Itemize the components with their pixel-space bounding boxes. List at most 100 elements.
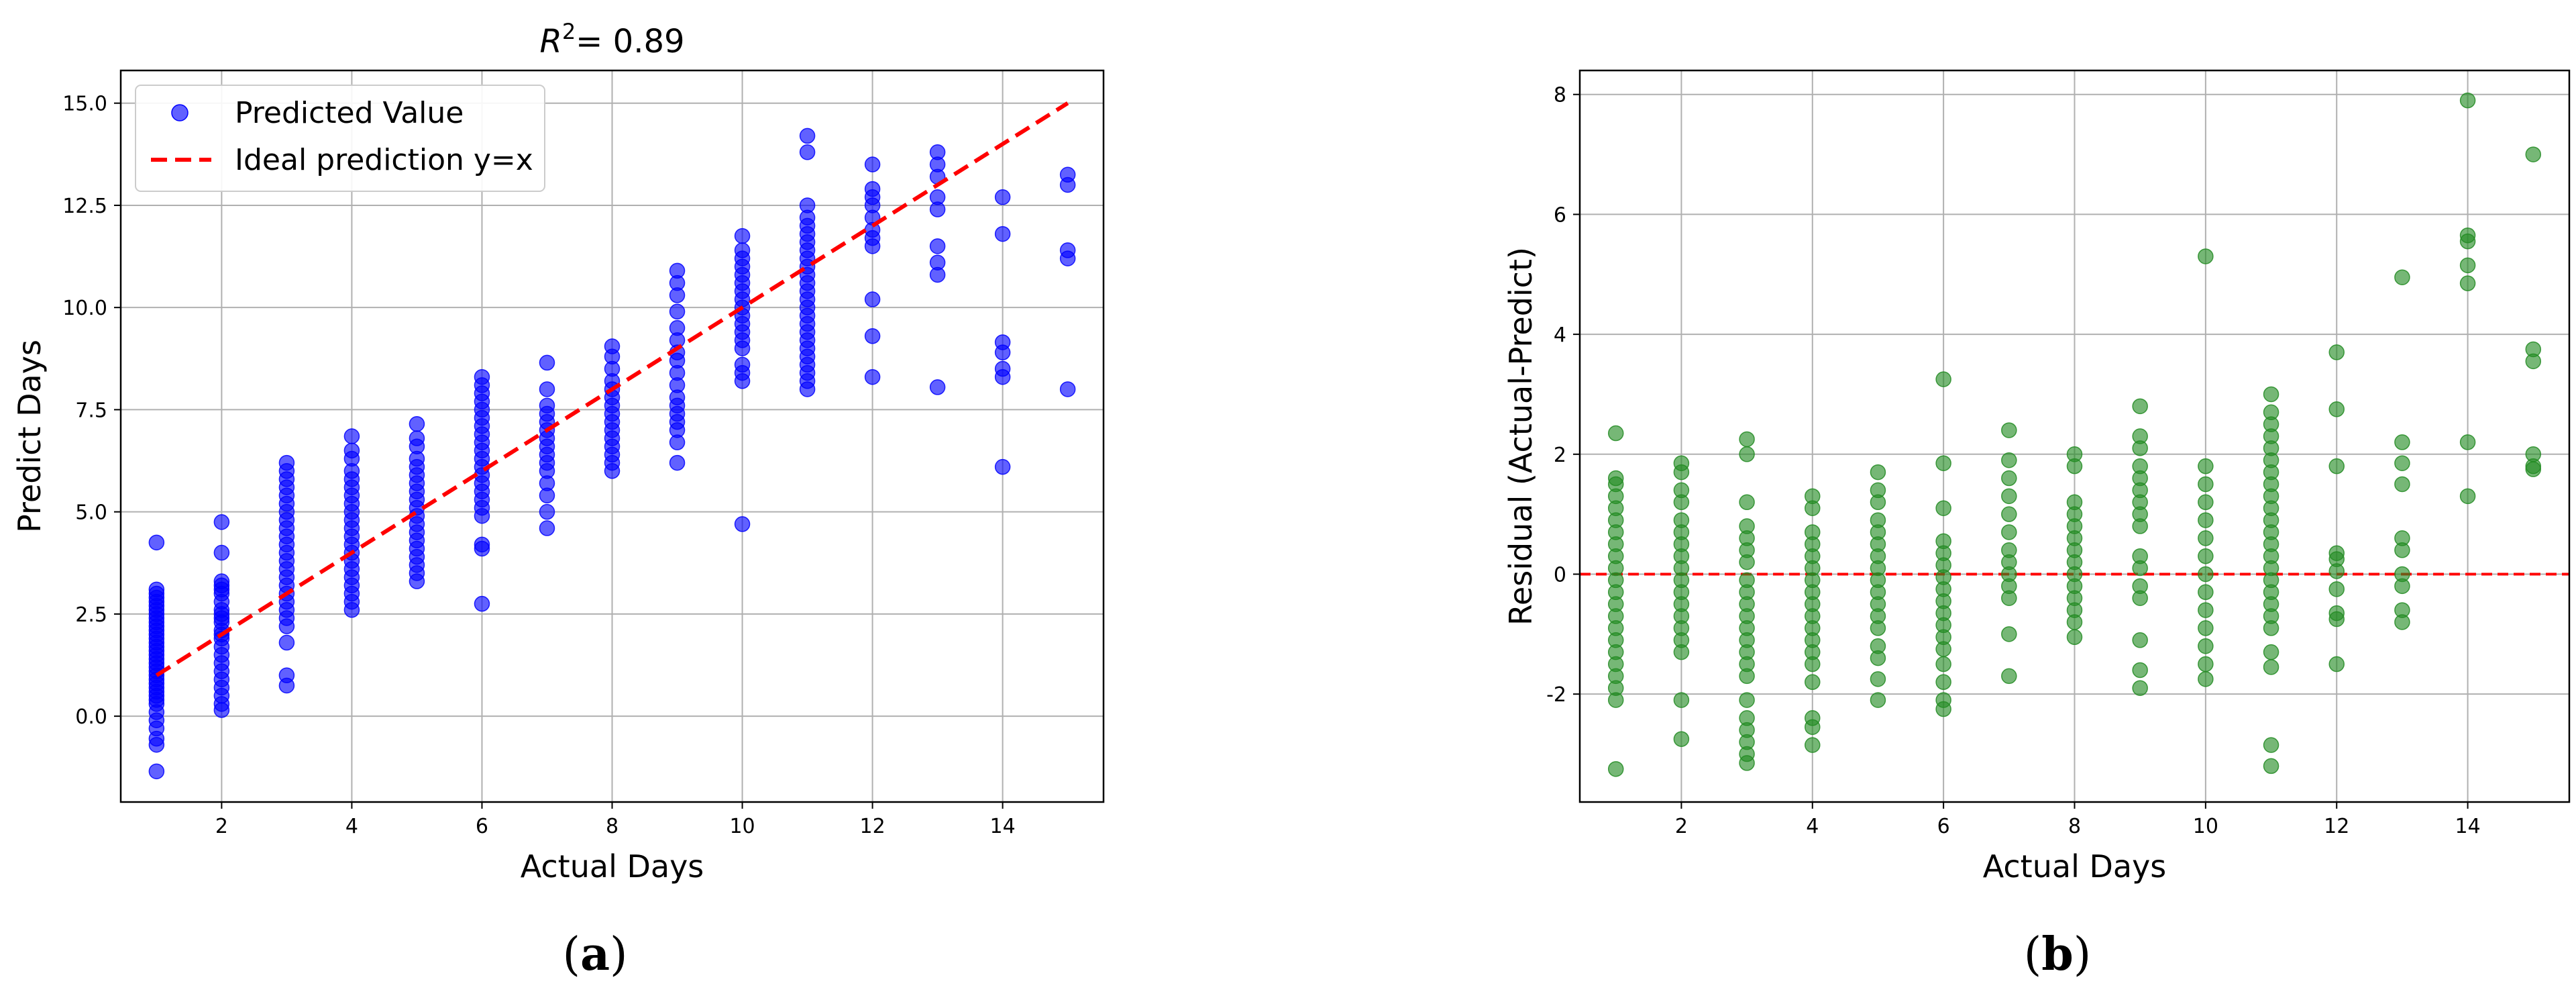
- data-point: [2132, 590, 2148, 606]
- data-point: [2263, 386, 2279, 403]
- x-tick-label: 4: [1806, 815, 1819, 838]
- data-point: [1805, 737, 1821, 753]
- data-point: [1673, 692, 1690, 708]
- data-point: [1673, 464, 1690, 481]
- data-point: [2328, 611, 2345, 628]
- data-point: [539, 487, 555, 504]
- data-point: [2198, 494, 2214, 511]
- data-point: [2198, 602, 2214, 618]
- data-point: [1870, 494, 1886, 511]
- data-point: [799, 381, 816, 397]
- data-point: [2328, 344, 2345, 360]
- data-point: [2198, 620, 2214, 636]
- data-point: [278, 677, 295, 694]
- data-point: [2328, 581, 2345, 597]
- data-point: [409, 573, 425, 589]
- data-point: [1805, 674, 1821, 691]
- data-point: [734, 340, 751, 356]
- y-tick-label: 0.0: [75, 705, 107, 729]
- data-point: [1935, 371, 1951, 387]
- y-axis-label: Predict Days: [11, 340, 48, 533]
- y-tick-label: 0: [1554, 563, 1566, 587]
- data-point: [1935, 641, 1951, 657]
- y-tick-label: 5.0: [75, 501, 107, 525]
- data-point: [278, 634, 295, 651]
- data-point: [799, 144, 816, 160]
- x-tick-label: 12: [859, 815, 885, 838]
- data-point: [2394, 614, 2410, 630]
- data-point: [148, 736, 165, 753]
- data-point: [2459, 488, 2476, 505]
- data-point: [2394, 578, 2410, 595]
- data-point: [213, 544, 230, 561]
- data-point: [1739, 431, 1755, 448]
- data-point: [148, 534, 165, 551]
- data-point: [2198, 512, 2214, 528]
- y-axis-label: Residual (Actual-Predict): [1503, 247, 1539, 626]
- data-point: [1739, 755, 1755, 771]
- y-tick-label: 12.5: [62, 195, 107, 218]
- data-point: [994, 226, 1011, 242]
- data-point: [994, 344, 1011, 360]
- data-point: [2198, 476, 2214, 493]
- data-point: [799, 128, 816, 144]
- data-point: [604, 463, 621, 479]
- data-point: [343, 602, 360, 618]
- data-point: [2001, 488, 2017, 505]
- data-point: [1935, 674, 1951, 691]
- x-tick-label: 14: [2455, 815, 2480, 838]
- data-point: [2001, 452, 2017, 468]
- data-point: [2132, 632, 2148, 648]
- data-point: [1673, 644, 1690, 660]
- data-point: [2328, 401, 2345, 417]
- data-point: [994, 368, 1011, 385]
- data-point: [1059, 250, 1076, 266]
- data-point: [1805, 719, 1821, 736]
- data-point: [2459, 275, 2476, 291]
- x-axis-label: Actual Days: [521, 848, 704, 885]
- x-tick-label: 8: [606, 815, 619, 838]
- data-point: [474, 595, 490, 612]
- data-point: [2263, 620, 2279, 636]
- y-tick-label: 2: [1554, 444, 1566, 467]
- data-point: [669, 287, 686, 303]
- data-point: [2132, 440, 2148, 456]
- data-point: [1870, 671, 1886, 687]
- y-tick-label: 15.0: [62, 93, 107, 116]
- x-tick-label: 10: [2193, 815, 2218, 838]
- data-point: [1739, 446, 1755, 462]
- data-point: [1870, 650, 1886, 666]
- x-tick-label: 6: [1937, 815, 1950, 838]
- data-point: [2066, 458, 2083, 474]
- data-point: [2132, 680, 2148, 696]
- data-point: [2001, 626, 2017, 642]
- x-tick-label: 10: [729, 815, 755, 838]
- data-point: [2328, 458, 2345, 474]
- data-point: [1673, 494, 1690, 511]
- data-point: [2525, 146, 2542, 162]
- data-point: [669, 434, 686, 450]
- data-point: [213, 514, 230, 530]
- y-tick-label: 7.5: [75, 399, 107, 422]
- data-point: [2263, 644, 2279, 660]
- data-point: [2066, 614, 2083, 630]
- data-point: [2066, 629, 2083, 646]
- data-point: [2001, 668, 2017, 685]
- data-point: [2001, 470, 2017, 487]
- x-tick-label: 12: [2324, 815, 2349, 838]
- data-point: [1870, 464, 1886, 481]
- data-point: [2525, 353, 2542, 370]
- legend-label-ideal: Ideal prediction y=x: [235, 143, 533, 177]
- panel-label: (b): [2024, 928, 2092, 981]
- data-point: [734, 516, 751, 532]
- x-tick-label: 6: [476, 815, 488, 838]
- data-point: [864, 291, 881, 307]
- data-point: [474, 507, 490, 524]
- y-tick-label: 2.5: [75, 603, 107, 627]
- data-point: [2459, 434, 2476, 450]
- data-point: [539, 381, 555, 397]
- y-tick-label: 4: [1554, 323, 1566, 347]
- data-point: [213, 702, 230, 718]
- data-point: [2132, 398, 2148, 415]
- data-point: [1739, 554, 1755, 570]
